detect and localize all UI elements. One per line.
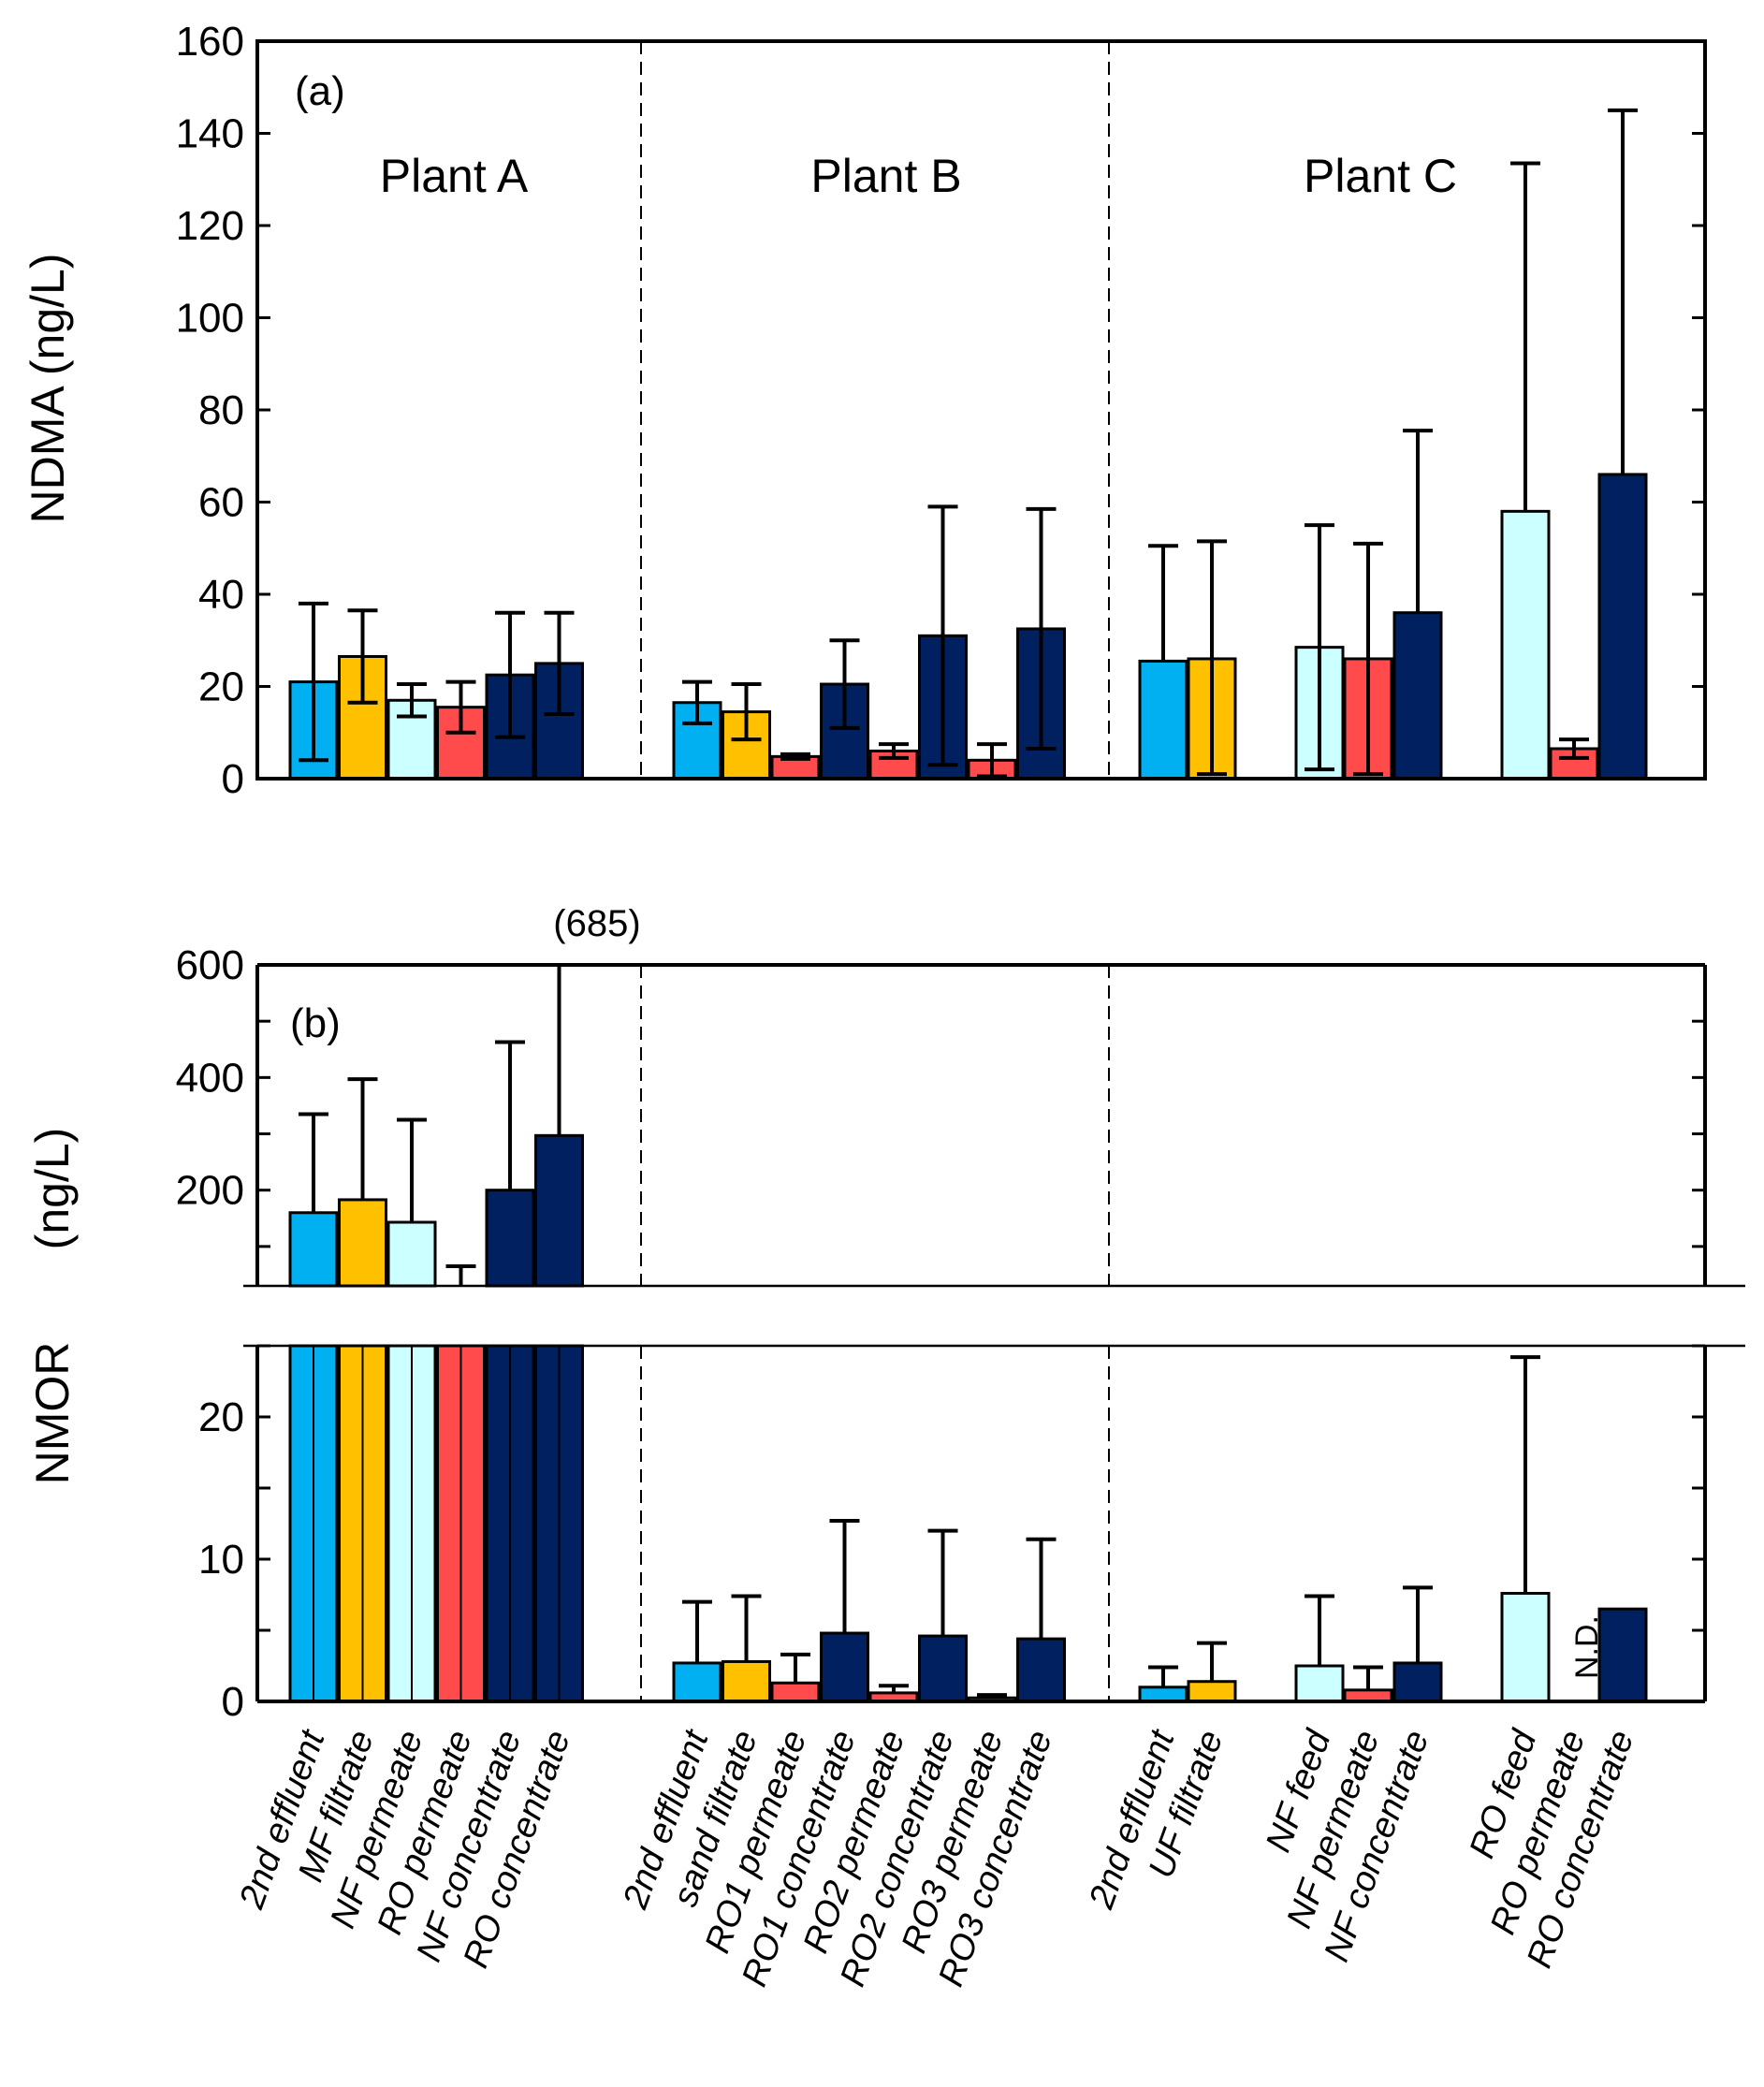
bar-b-upper-5 (534, 1133, 584, 1288)
ytick-label-b-upper-0: 200 (176, 1168, 244, 1214)
plant-c-title: Plant C (1304, 150, 1457, 202)
ytick-label-b-lower-1: 10 (198, 1537, 244, 1583)
bar-b-15 (1187, 1680, 1237, 1703)
bar-b-8 (770, 1681, 821, 1703)
panel-a-ndma: 0 20 40 60 80 100 120 140 160 (176, 19, 1707, 802)
bar-b-upper-4 (485, 1189, 535, 1288)
ytick-label-a-0: 0 (222, 756, 244, 802)
bar-b-upper-0 (288, 1211, 339, 1288)
bar-b-16 (1294, 1664, 1345, 1703)
nd-annotation: N.D. (1569, 1615, 1605, 1679)
bar-b-18 (1392, 1661, 1443, 1703)
y-axis-title-a: NDMA (ng/L) (22, 254, 74, 524)
bar-b-6 (672, 1661, 722, 1703)
ytick-label-a-5: 100 (176, 296, 244, 342)
bar-b-upper-1 (338, 1198, 387, 1288)
ytick-label-b-upper-1: 400 (176, 1055, 244, 1101)
panel-b-nmor: 200 400 600 0 10 20 (176, 942, 1745, 1725)
ytick-label-a-7: 140 (176, 111, 244, 157)
bar-b-13 (1016, 1637, 1066, 1703)
bar-b-19 (1500, 1591, 1551, 1703)
plant-a-title: Plant A (380, 150, 529, 202)
bar-b-7 (722, 1659, 771, 1703)
ytick-label-a-2: 40 (198, 572, 244, 618)
ytick-label-a-6: 120 (176, 203, 244, 249)
ytick-label-a-3: 60 (198, 480, 244, 526)
bar-b-11 (918, 1634, 968, 1703)
bar-a-21 (1597, 473, 1648, 781)
bar-b-9 (820, 1631, 869, 1703)
ytick-label-a-4: 80 (198, 387, 244, 433)
ytick-label-a-8: 160 (176, 19, 244, 65)
overflow-annotation: (685) (553, 903, 640, 944)
bar-a-14 (1138, 659, 1188, 781)
y-axis-title-b-upper: (ng/L) (26, 1128, 79, 1250)
bar-b-14 (1138, 1686, 1188, 1703)
bar-a-19 (1500, 509, 1551, 781)
bar-b-upper-2 (386, 1220, 437, 1288)
ytick-label-a-1: 20 (198, 664, 244, 710)
ytick-label-b-lower-0: 0 (222, 1679, 244, 1725)
bar-a-18 (1392, 611, 1443, 781)
panel-b-label: (b) (290, 1000, 341, 1046)
plant-b-title: Plant B (810, 150, 961, 202)
y-axis-title-b-lower: NMOR (26, 1342, 79, 1485)
ytick-label-b-lower-2: 20 (198, 1394, 244, 1440)
bar-b-21 (1597, 1607, 1648, 1703)
bar-a-3 (436, 706, 486, 781)
panel-a-label: (a) (295, 68, 345, 114)
ytick-label-b-upper-2: 600 (176, 942, 244, 988)
